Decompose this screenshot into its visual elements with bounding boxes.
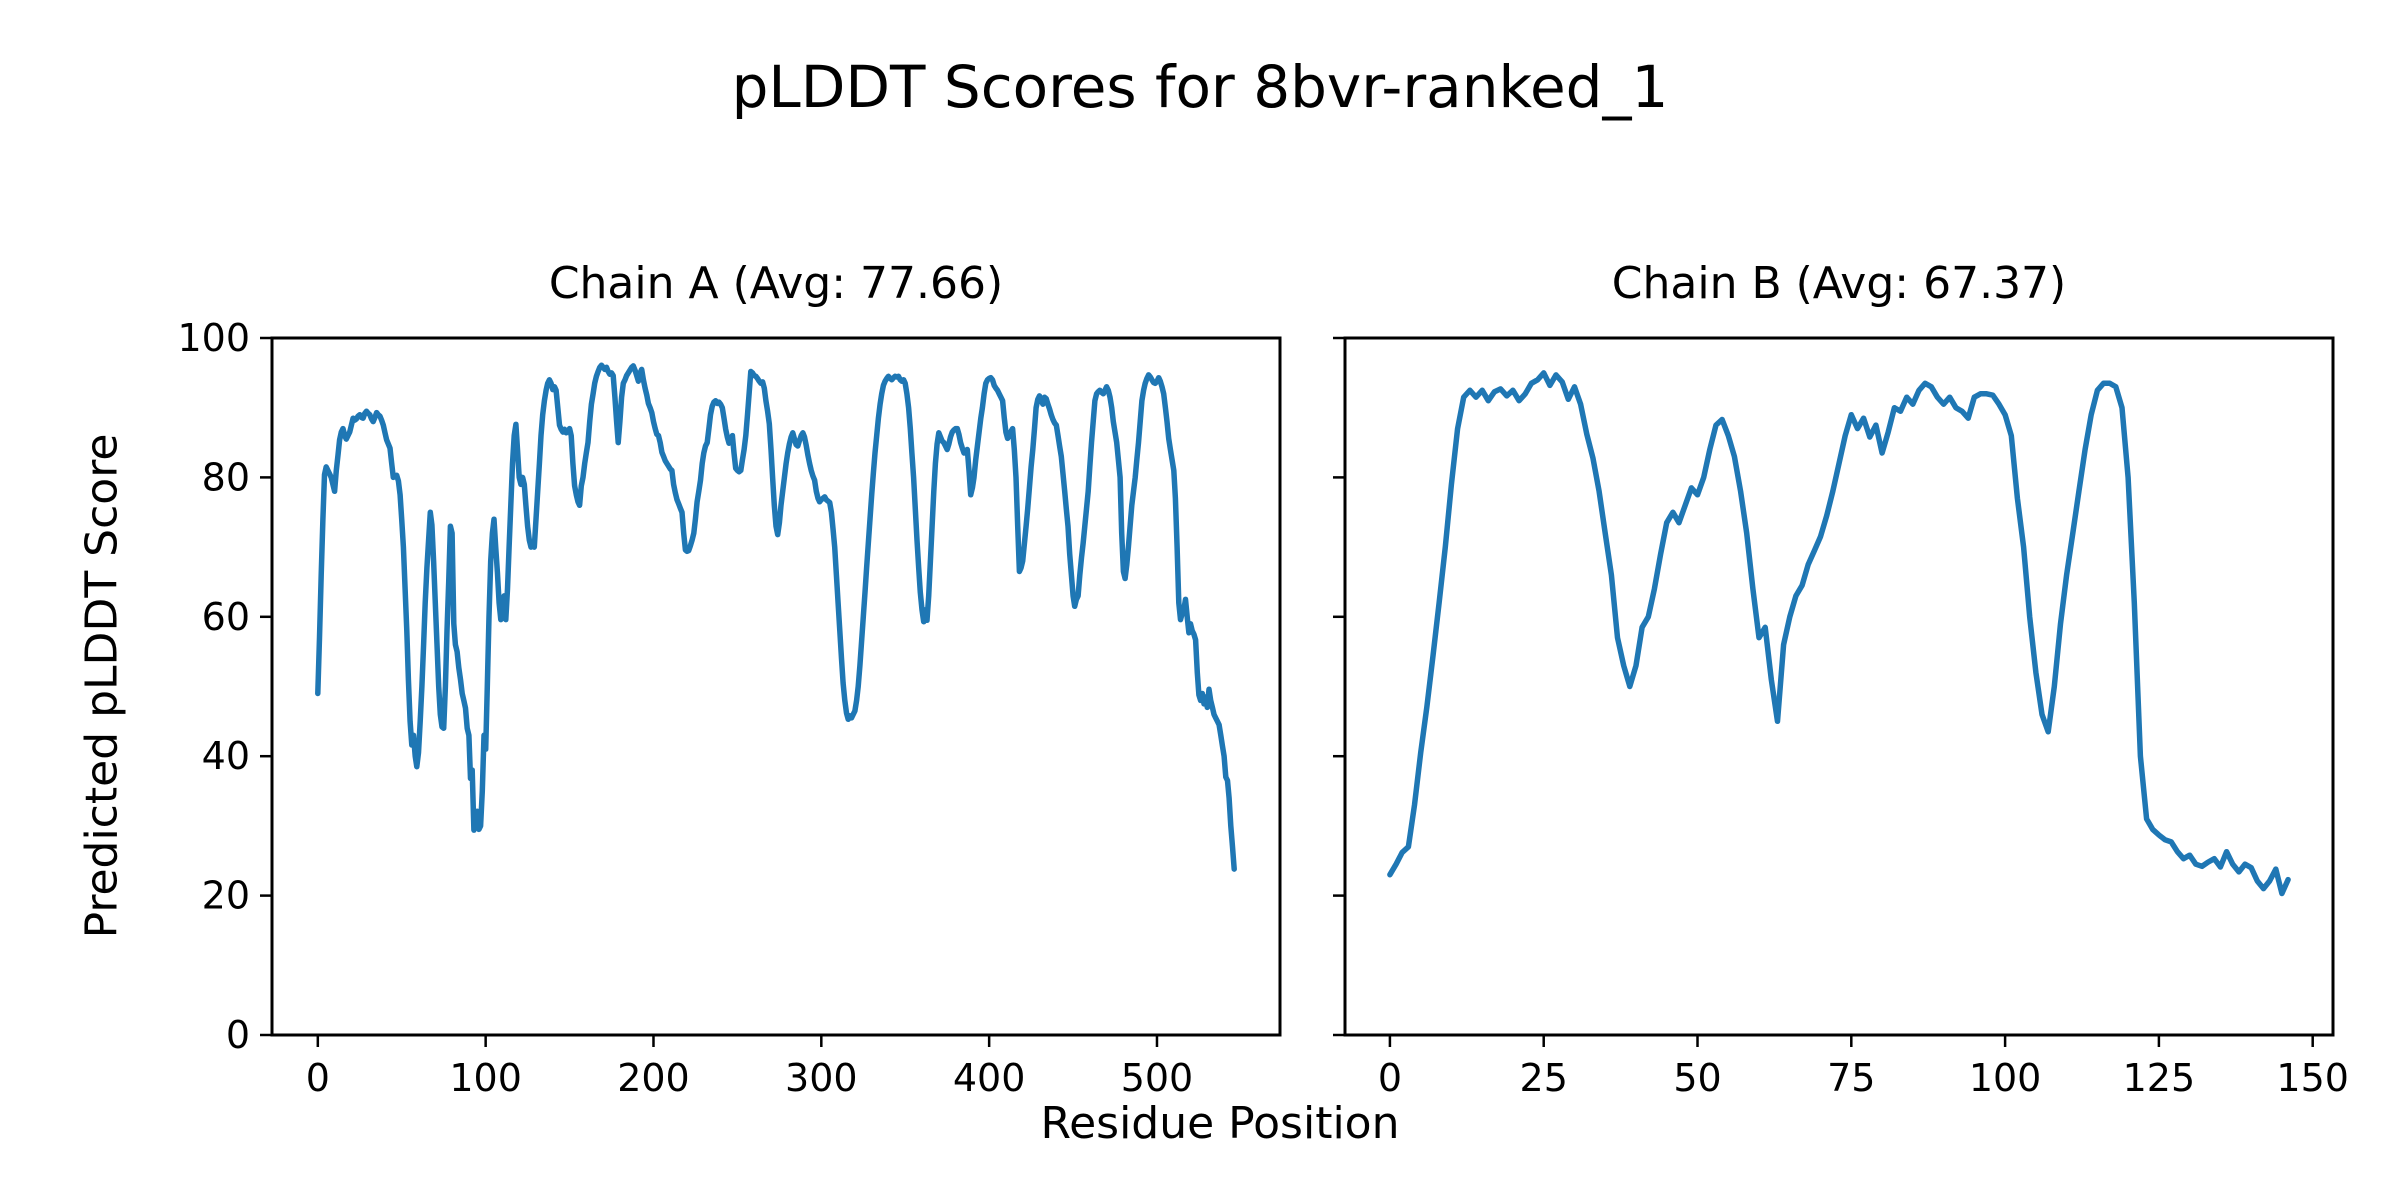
subplot-b-x-tick-label: 125 (2123, 1056, 2196, 1100)
subplot-a-y-tick-label: 0 (226, 1013, 250, 1057)
subplot-b-frame (1343, 336, 2335, 1037)
subplot-a-title: Chain A (Avg: 77.66) (548, 258, 1004, 309)
plddt-line-chain-b (1387, 370, 2291, 897)
subplot-b-x-tick-label: 150 (2276, 1056, 2349, 1100)
plddt-line-chain-a (315, 362, 1237, 872)
subplot-a-x-tick-label: 400 (953, 1056, 1026, 1100)
subplot-a-x-tick-label: 500 (1121, 1056, 1194, 1100)
subplot-a-x-tick-label: 100 (449, 1056, 522, 1100)
subplot-b-title: Chain B (Avg: 67.37) (1611, 258, 2067, 309)
subplot-a-y-tick-label: 20 (202, 874, 250, 918)
subplot-a-y-tick-label: 60 (202, 595, 250, 639)
subplot-b-x-tick-label: 100 (1969, 1056, 2042, 1100)
figure-title: pLDDT Scores for 8bvr-ranked_1 (731, 53, 1669, 121)
x-axis-label: Residue Position (1040, 1098, 1400, 1149)
subplot-b-x-tick-label: 50 (1673, 1056, 1721, 1100)
subplot-a-y-tick-label: 80 (202, 455, 250, 499)
subplot-a-x-tick-label: 0 (306, 1056, 330, 1100)
subplot-a-x-tick-label: 200 (617, 1056, 690, 1100)
subplot-b-x-tick-label: 0 (1378, 1056, 1402, 1100)
subplot-a-y-tick-label: 40 (202, 734, 250, 778)
y-axis-label: Predicted pLDDT Score (76, 433, 128, 939)
subplot-a-x-tick-label: 300 (785, 1056, 858, 1100)
subplot-a-frame (270, 336, 1282, 1037)
subplot-b-x-tick-label: 75 (1827, 1056, 1875, 1100)
subplot-a-y-tick-label: 100 (177, 316, 250, 360)
subplot-b-x-tick-label: 25 (1520, 1056, 1568, 1100)
